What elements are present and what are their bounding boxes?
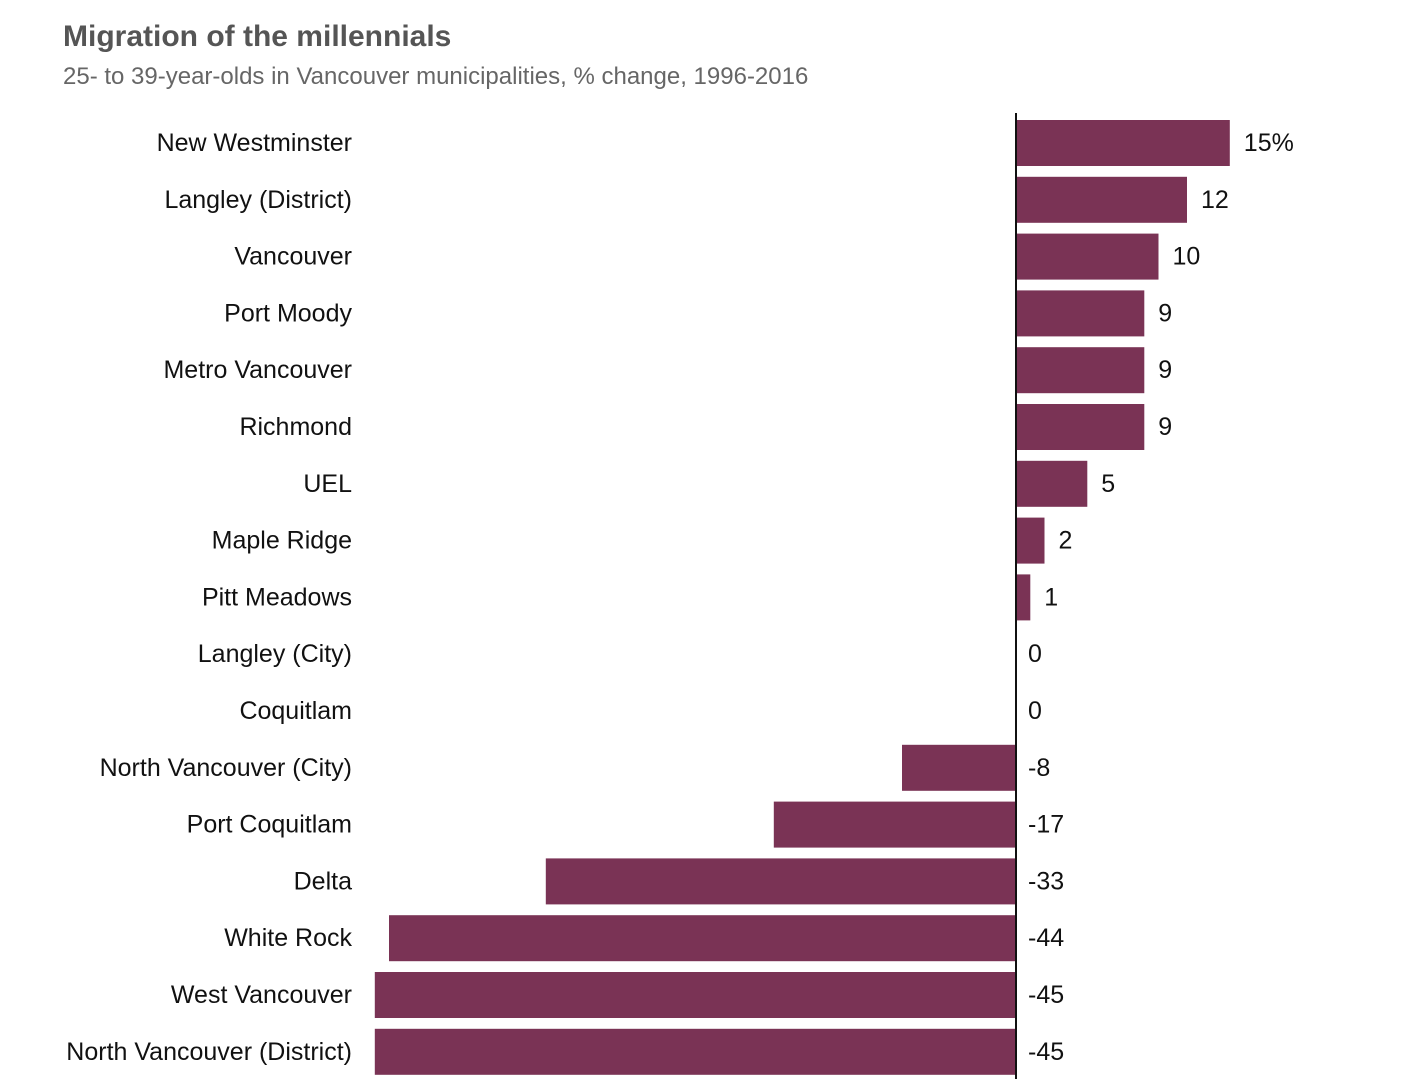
bar [374, 972, 1017, 1018]
bar [902, 744, 1016, 791]
category-label: Coquitlam [239, 697, 352, 725]
bar [389, 915, 1016, 962]
bars-layer [374, 120, 1230, 1075]
value-label: 15% [1244, 129, 1294, 157]
category-label: Langley (City) [198, 640, 352, 668]
bar [1016, 290, 1145, 337]
category-label: Delta [294, 867, 352, 895]
category-label: North Vancouver (District) [66, 1038, 352, 1066]
bar [1016, 404, 1145, 450]
category-label: West Vancouver [171, 981, 352, 1009]
value-label: -33 [1028, 867, 1064, 895]
category-label: Port Coquitlam [187, 811, 352, 839]
value-label: 5 [1101, 470, 1115, 498]
bar [1016, 574, 1031, 621]
bar [1016, 233, 1159, 280]
bar [1016, 517, 1045, 564]
bar [1016, 176, 1187, 223]
bar [1016, 120, 1230, 166]
category-label: Vancouver [234, 243, 352, 271]
value-label: 12 [1201, 186, 1229, 214]
bar [1016, 460, 1088, 507]
chart-title: Migration of the millennials [63, 20, 452, 53]
category-label: Port Moody [224, 299, 352, 327]
value-label: 0 [1028, 697, 1042, 725]
chart-subtitle: 25- to 39-year-olds in Vancouver municip… [63, 63, 809, 90]
category-label: Richmond [239, 413, 352, 441]
category-label: New Westminster [157, 129, 352, 157]
category-label: Metro Vancouver [163, 356, 352, 384]
value-label: 2 [1059, 527, 1073, 555]
bar [773, 801, 1017, 848]
bar [545, 858, 1017, 905]
category-label: Pitt Meadows [202, 583, 352, 611]
bar [374, 1028, 1017, 1075]
category-label: Maple Ridge [212, 527, 352, 555]
value-label: 9 [1158, 356, 1172, 384]
value-label: -45 [1028, 981, 1064, 1009]
value-label: -44 [1028, 924, 1064, 952]
value-label: 9 [1158, 299, 1172, 327]
category-label: Langley (District) [164, 186, 352, 214]
value-label: -17 [1028, 811, 1064, 839]
value-label: 0 [1028, 640, 1042, 668]
value-label: 1 [1044, 583, 1058, 611]
value-label: -45 [1028, 1038, 1064, 1066]
category-label: White Rock [224, 924, 352, 952]
category-label: UEL [303, 470, 352, 498]
value-label: 9 [1158, 413, 1172, 441]
value-label: 10 [1173, 243, 1201, 271]
category-label: North Vancouver (City) [100, 754, 352, 782]
bar [1016, 347, 1145, 394]
category-labels-layer: New Westminster Langley (District) Vancouv… [66, 129, 352, 1066]
value-label: -8 [1028, 754, 1050, 782]
